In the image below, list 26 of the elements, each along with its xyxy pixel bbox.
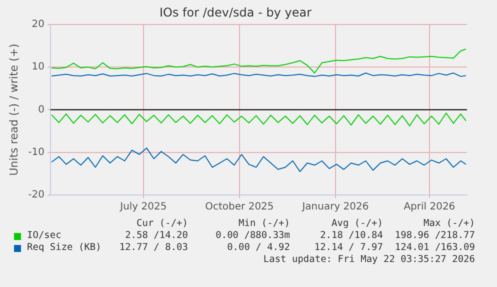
legend-label: IO/sec [27,230,62,242]
text: 12.77 / 8.03 [119,242,188,254]
y-axis-title: Units read (-) / write (+) [7,44,20,176]
text: Min (-/+) [238,218,290,230]
text: 0.00 / 4.92 [227,242,290,254]
y-tick-label: -20 [28,190,45,201]
x-tick-label: October 2025 [205,202,274,213]
text: Avg (-/+) [332,218,383,230]
text: Cur (-/+) [136,218,188,230]
text: Last update: Fri May 22 03:35:27 2026 [263,254,475,266]
legend-label: Req Size (KB) [27,242,102,254]
x-tick-label: January 2026 [301,202,369,213]
x-tick-label: July 2025 [119,202,167,213]
text: 198.96 /218.77 [394,230,475,242]
text: 2.58 /14.20 [125,230,188,242]
x-tick-label: April 2026 [404,202,456,213]
chart-title: IOs for /dev/sda - by year [159,5,312,20]
y-tick-label: 10 [32,62,45,73]
text: 0.00 /880.33m [216,230,290,242]
text: 2.18 /10.84 [320,230,383,242]
text: Max (-/+) [424,218,475,230]
text: 12.14 / 7.97 [314,242,383,254]
text: 124.01 /163.09 [394,242,475,254]
y-tick-label: 20 [32,18,45,30]
y-tick-label: -10 [28,146,45,158]
y-tick-label: 0 [38,104,45,116]
